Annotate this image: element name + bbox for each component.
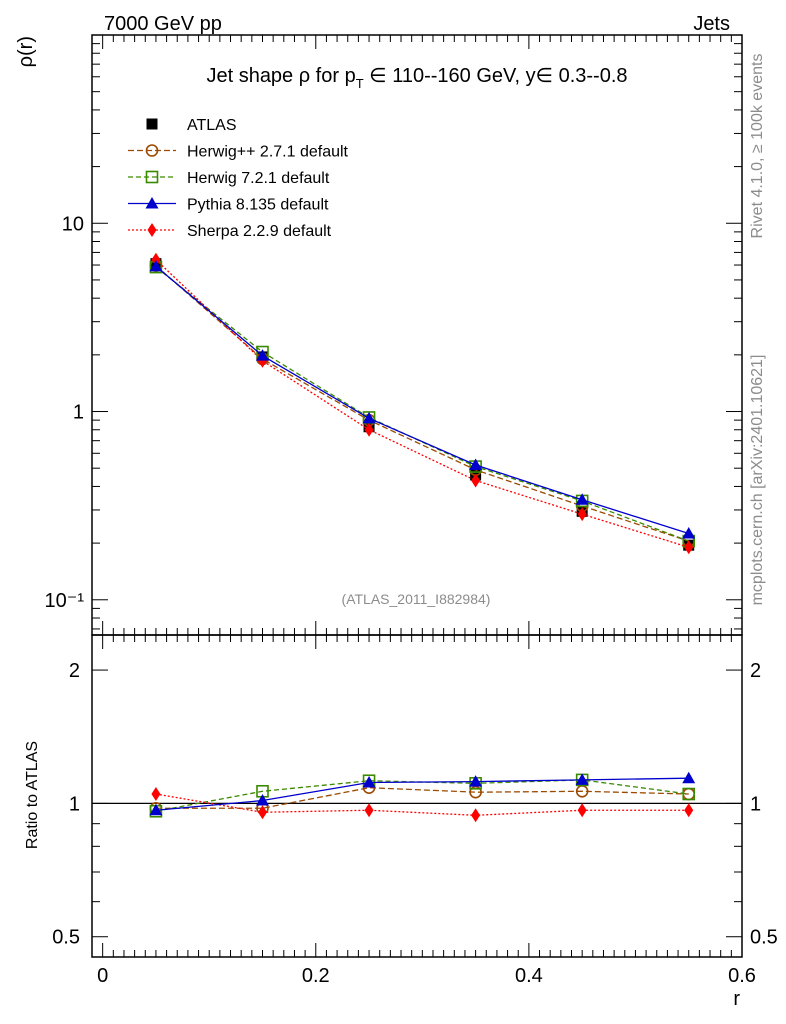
ratio-point-herwig-7-2-1-default (682, 787, 696, 801)
rivet-label: Rivet 4.1.0, ≥ 100k events (749, 54, 766, 239)
ratio-y-axis-label: Ratio to ATLAS (24, 741, 41, 849)
ratio-point-sherpa-2-2-9-default (257, 805, 267, 820)
mcplots-label: mcplots.cern.ch [arXiv:2401.10621] (749, 355, 766, 606)
ratio-point-herwig-2-7-1-default (469, 785, 482, 799)
legend-marker-herwig-2-7-1-default (145, 144, 159, 157)
ratio-tick-label: 2 (69, 660, 80, 682)
legend-marker-sherpa-2-2-9-default (147, 223, 157, 237)
point-pythia-8-135-default (362, 411, 376, 424)
legend-marker-pythia-8-135-default (145, 197, 159, 209)
ratio-line-herwig-2-7-1-default (155, 787, 689, 809)
ratio-tick-label-right: 2 (750, 660, 761, 682)
header-right: Jets (693, 13, 730, 35)
series-line-pythia-8-135-default (155, 265, 689, 535)
ratio-point-sherpa-2-2-9-default (684, 803, 694, 818)
ratio-point-pythia-8-135-default (255, 794, 269, 806)
ratio-point-sherpa-2-2-9-default (577, 803, 587, 818)
legend-label-pythia-8-135-default: Pythia 8.135 default (187, 197, 329, 214)
point-pythia-8-135-default (575, 493, 589, 505)
ratio-point-pythia-8-135-default (149, 803, 163, 816)
ratio-point-sherpa-2-2-9-default (151, 787, 161, 802)
series-line-sherpa-2-2-9-default (155, 259, 689, 548)
ratio-line-herwig-7-2-1-default (155, 779, 689, 812)
analysis-watermark: (ATLAS_2011_I882984) (342, 591, 491, 607)
ratio-tick-label-right: 0.5 (750, 927, 778, 949)
ratio-point-pythia-8-135-default (362, 775, 376, 788)
x-tick-label: 0 (97, 965, 108, 987)
point-sherpa-2-2-9-default (364, 422, 374, 437)
x-tick-label: 0.4 (515, 965, 543, 987)
point-pythia-8-135-default (682, 526, 696, 539)
legend-marker-atlas (146, 118, 158, 130)
y-axis-label: ρ(r) (15, 36, 37, 67)
ratio-tick-label-right: 1 (750, 793, 761, 815)
y-tick-label: 1 (73, 402, 84, 424)
ratio-point-pythia-8-135-default (575, 773, 589, 785)
ratio-point-pythia-8-135-default (682, 771, 696, 784)
point-sherpa-2-2-9-default (471, 473, 481, 488)
legend-label-atlas: ATLAS (187, 117, 237, 134)
series-line-herwig-2-7-1-default (155, 265, 689, 542)
ratio-tick-label: 1 (69, 793, 80, 815)
x-axis-label: r (733, 988, 740, 1010)
legend-label-herwig-7-2-1-default: Herwig 7.2.1 default (187, 170, 330, 187)
x-tick-label: 0.6 (728, 965, 756, 987)
ratio-line-sherpa-2-2-9-default (155, 793, 689, 816)
header-left: 7000 GeV pp (104, 13, 222, 35)
point-pythia-8-135-default (255, 349, 269, 361)
chart-title: Jet shape ρ for pT ∈ 110--160 GeV, y∈ 0.… (206, 65, 627, 91)
ratio-line-pythia-8-135-default (155, 777, 689, 811)
series-line-herwig-7-2-1-default (155, 266, 689, 542)
ratio-point-sherpa-2-2-9-default (364, 803, 374, 818)
x-tick-label: 0.2 (302, 965, 330, 987)
ratio-tick-label: 0.5 (52, 927, 80, 949)
legend-marker-herwig-7-2-1-default (145, 170, 159, 184)
point-pythia-8-135-default (469, 458, 483, 470)
legend-label-sherpa-2-2-9-default: Sherpa 2.2.9 default (187, 223, 332, 240)
ratio-point-pythia-8-135-default (469, 775, 483, 787)
y-tick-label: 10⁻¹ (45, 590, 85, 612)
ratio-point-sherpa-2-2-9-default (471, 808, 481, 823)
point-sherpa-2-2-9-default (151, 252, 161, 267)
y-tick-label: 10 (62, 213, 84, 235)
ratio-panel-frame (91, 634, 743, 958)
point-sherpa-2-2-9-default (684, 540, 694, 555)
legend-label-herwig-2-7-1-default: Herwig++ 2.7.1 default (187, 144, 349, 161)
point-sherpa-2-2-9-default (577, 507, 587, 522)
point-pythia-8-135-default (149, 259, 163, 272)
